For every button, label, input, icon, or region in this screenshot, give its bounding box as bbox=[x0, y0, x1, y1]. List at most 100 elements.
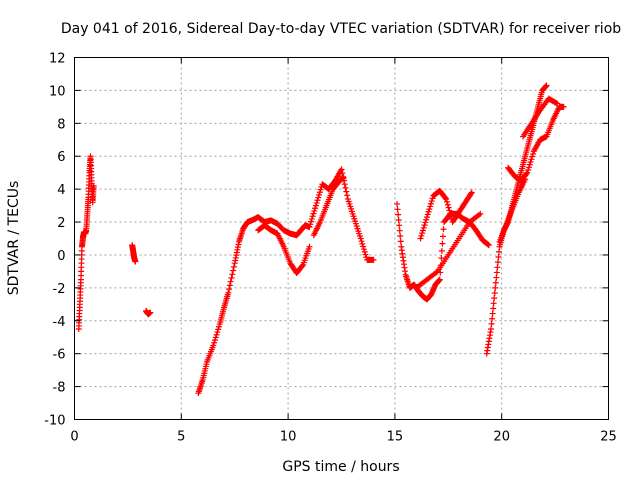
data-point bbox=[488, 326, 495, 332]
data-point bbox=[316, 189, 323, 196]
data-point bbox=[308, 218, 315, 225]
data-point bbox=[442, 194, 449, 201]
data-point bbox=[485, 241, 492, 248]
data-point bbox=[523, 170, 530, 177]
series bbox=[255, 222, 313, 277]
data-point bbox=[228, 274, 235, 281]
data-point bbox=[524, 169, 531, 176]
chart-title: Day 041 of 2016, Sidereal Day-to-day VTE… bbox=[61, 21, 621, 37]
data-point bbox=[212, 334, 219, 341]
data-point bbox=[359, 240, 366, 247]
y-tick-label: 0 bbox=[57, 249, 65, 264]
data-point bbox=[362, 251, 369, 258]
data-point bbox=[395, 216, 402, 223]
data-point bbox=[493, 274, 500, 281]
data-point bbox=[214, 329, 221, 336]
data-point bbox=[467, 190, 474, 197]
data-point bbox=[491, 290, 498, 297]
data-point bbox=[309, 213, 316, 220]
data-point bbox=[394, 206, 401, 213]
data-point bbox=[496, 248, 503, 255]
data-point bbox=[394, 200, 401, 207]
x-tick-label: 25 bbox=[600, 430, 617, 445]
data-point bbox=[443, 196, 450, 203]
data-point bbox=[419, 227, 426, 234]
x-tick-label: 5 bbox=[177, 430, 185, 445]
data-point bbox=[357, 235, 364, 242]
grid bbox=[74, 57, 609, 420]
data-point bbox=[360, 243, 367, 250]
data-point bbox=[495, 254, 502, 261]
series bbox=[310, 174, 347, 239]
data-point bbox=[315, 194, 322, 201]
data-point bbox=[342, 184, 349, 191]
y-tick-label: -4 bbox=[53, 315, 66, 330]
data-point bbox=[529, 153, 536, 160]
data-point bbox=[493, 269, 500, 276]
data-point bbox=[313, 199, 320, 206]
data-point bbox=[427, 200, 434, 207]
data-point bbox=[560, 103, 567, 110]
data-point bbox=[439, 233, 446, 240]
data-point bbox=[423, 216, 430, 223]
data-point bbox=[417, 235, 424, 242]
data-point bbox=[343, 188, 350, 195]
data-point bbox=[312, 205, 319, 212]
data-point bbox=[310, 210, 317, 217]
y-tick-label: -2 bbox=[53, 282, 66, 297]
data-point bbox=[446, 207, 453, 214]
data-point bbox=[396, 222, 403, 229]
data-point bbox=[494, 264, 501, 271]
series bbox=[75, 153, 97, 332]
data-point bbox=[436, 276, 443, 283]
data-point bbox=[485, 242, 492, 249]
axis-ticks: 0 5 10 15 20 25 -10 -8 -6 -4 -2 0 2 4 6 8 10 12 bbox=[44, 52, 617, 445]
x-tick-label: 20 bbox=[493, 430, 510, 445]
plot-frame bbox=[74, 57, 609, 420]
series bbox=[413, 210, 484, 291]
data-point bbox=[424, 211, 431, 218]
series bbox=[505, 103, 567, 184]
series bbox=[417, 187, 475, 242]
data-point bbox=[439, 240, 446, 247]
data-point bbox=[423, 214, 430, 221]
data-point bbox=[344, 192, 351, 199]
data-point bbox=[226, 286, 233, 293]
data-point bbox=[488, 320, 495, 327]
data-point bbox=[422, 219, 429, 226]
data-point bbox=[429, 195, 436, 202]
data-point bbox=[490, 305, 497, 312]
data-point bbox=[477, 210, 484, 217]
data-point bbox=[147, 309, 154, 316]
data-point bbox=[489, 310, 496, 317]
series bbox=[496, 176, 529, 245]
data-point bbox=[525, 167, 532, 174]
data-point bbox=[440, 226, 447, 233]
y-tick-label: 12 bbox=[49, 52, 66, 67]
y-tick-label: 10 bbox=[49, 84, 66, 99]
data-point bbox=[339, 170, 346, 177]
data-point bbox=[215, 326, 222, 333]
series bbox=[520, 95, 561, 140]
data-point bbox=[338, 166, 345, 173]
data-point bbox=[90, 182, 97, 189]
data-point bbox=[370, 256, 377, 263]
data-point bbox=[311, 207, 318, 214]
data-point bbox=[529, 150, 536, 157]
data-point bbox=[226, 282, 233, 289]
x-tick-label: 15 bbox=[387, 430, 404, 445]
data-point bbox=[426, 206, 433, 213]
data-point bbox=[489, 315, 496, 322]
data-point bbox=[308, 215, 315, 222]
data-point bbox=[528, 156, 535, 163]
data-point bbox=[396, 227, 403, 234]
data-point bbox=[491, 295, 498, 302]
y-axis-label: SDTVAR / TECUs bbox=[6, 181, 22, 296]
data-point bbox=[468, 189, 475, 196]
x-tick-label: 10 bbox=[280, 430, 297, 445]
data-point bbox=[230, 267, 237, 274]
data-point bbox=[543, 82, 550, 89]
data-point bbox=[316, 191, 323, 198]
y-tick-label: 8 bbox=[57, 117, 65, 132]
